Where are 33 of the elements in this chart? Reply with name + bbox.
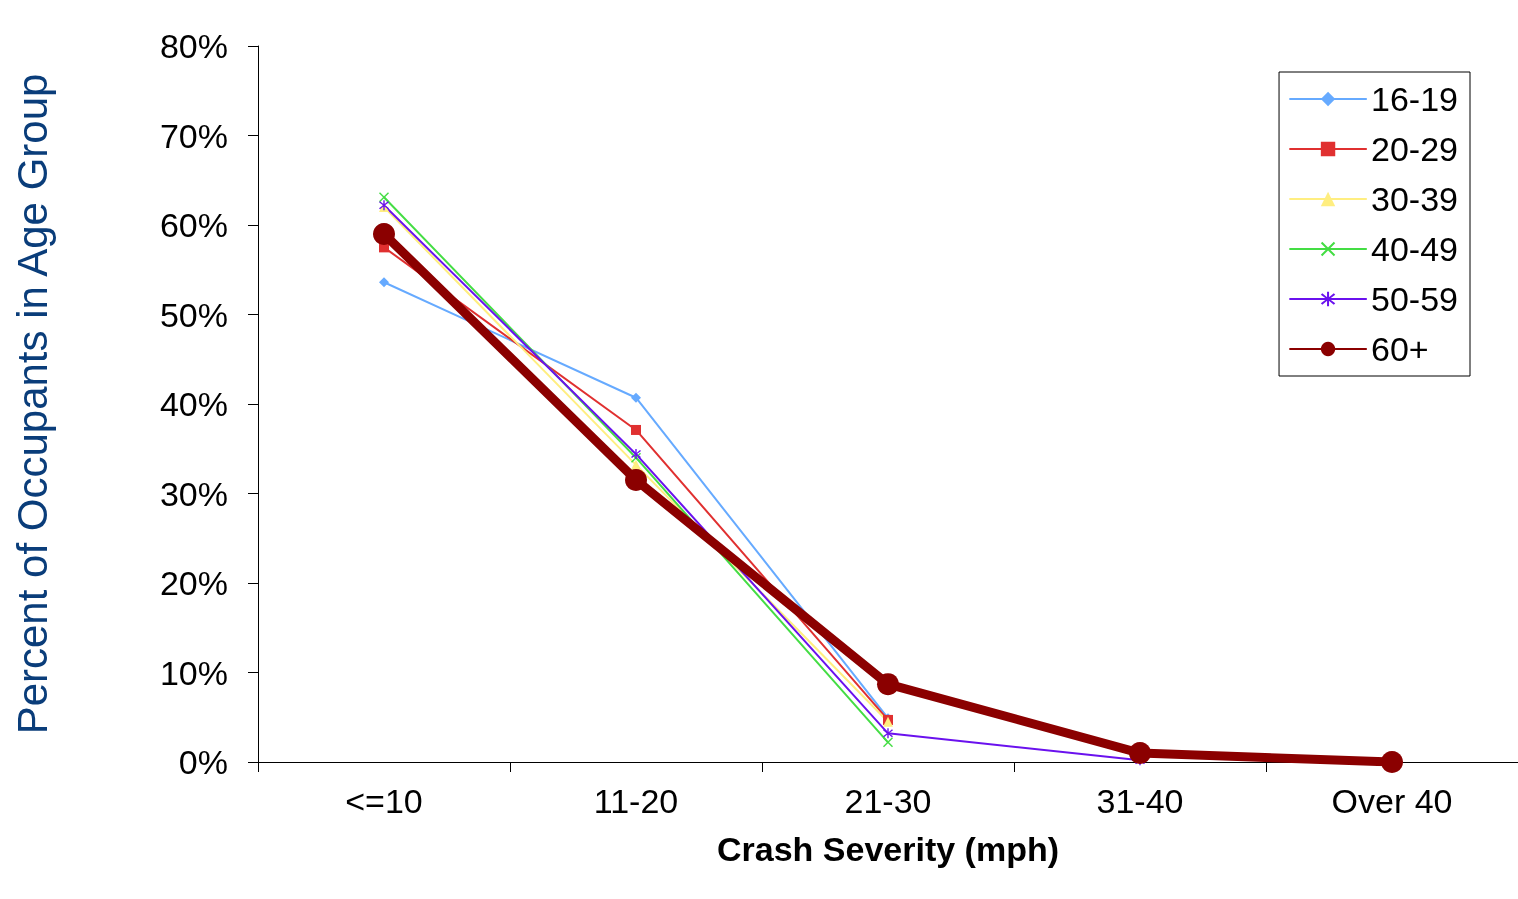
legend-label: 30-39	[1371, 180, 1459, 218]
legend-label: 40-49	[1371, 230, 1459, 268]
y-tick-label: 50%	[159, 295, 228, 334]
x-tick-label: Over 40	[1331, 782, 1453, 820]
x-tick-label: <=10	[345, 782, 423, 820]
x-tick-label: 11-20	[593, 782, 679, 820]
point	[883, 728, 893, 739]
legend-label: 16-19	[1371, 80, 1459, 118]
y-tick-label: 30%	[159, 474, 228, 513]
y-tick-label: 40%	[159, 385, 228, 423]
point	[625, 469, 647, 492]
point	[1381, 751, 1403, 773]
point	[631, 424, 641, 435]
y-tick-label: 20%	[159, 564, 228, 602]
point	[1129, 742, 1151, 765]
legend-label: 20-29	[1371, 130, 1459, 168]
point	[877, 673, 899, 696]
point	[379, 277, 389, 288]
legend-label: 50-59	[1371, 280, 1459, 318]
y-tick-label: 70%	[159, 116, 228, 155]
y-tick-label: 0%	[178, 743, 228, 781]
x-axis-title: Crash Severity (mph)	[717, 830, 1059, 868]
point	[373, 222, 395, 245]
point	[379, 192, 389, 203]
y-axis-title: Percent of Occupants in Age Group	[8, 73, 56, 735]
point	[631, 392, 641, 403]
y-tick-label: 80%	[159, 27, 228, 65]
y-tick-label: 10%	[159, 653, 228, 692]
y-tick-label: 60%	[159, 206, 228, 244]
legend-label: 60+	[1371, 330, 1429, 368]
x-tick-label: 21-30	[844, 782, 932, 820]
point	[883, 737, 893, 748]
x-tick-label: 31-40	[1096, 782, 1184, 820]
